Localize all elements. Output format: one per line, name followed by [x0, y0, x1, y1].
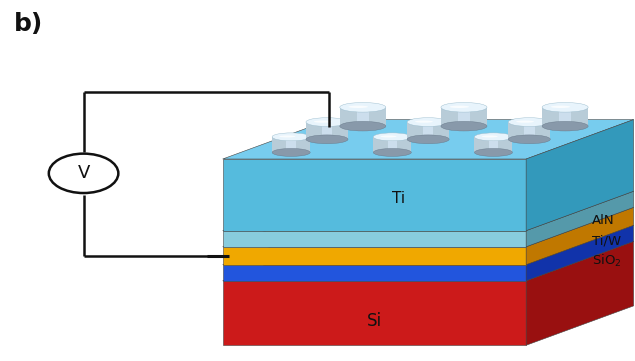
Text: SiO$_2$: SiO$_2$ [592, 253, 621, 269]
Polygon shape [223, 281, 526, 345]
Polygon shape [458, 107, 470, 126]
Ellipse shape [272, 148, 310, 156]
Text: Ti/W: Ti/W [592, 234, 620, 247]
Ellipse shape [373, 148, 411, 156]
Polygon shape [441, 107, 487, 126]
Polygon shape [223, 207, 634, 247]
Ellipse shape [340, 121, 386, 131]
Polygon shape [526, 191, 634, 247]
Polygon shape [340, 107, 386, 126]
Polygon shape [223, 159, 526, 231]
Ellipse shape [407, 118, 449, 126]
Polygon shape [526, 119, 634, 231]
Ellipse shape [306, 118, 348, 126]
Polygon shape [423, 122, 434, 139]
Ellipse shape [542, 121, 588, 131]
Polygon shape [542, 107, 588, 126]
Polygon shape [524, 122, 535, 139]
Ellipse shape [474, 133, 512, 141]
Polygon shape [223, 265, 526, 281]
Polygon shape [489, 137, 498, 152]
Text: AlN: AlN [592, 214, 614, 227]
Ellipse shape [373, 133, 411, 141]
Ellipse shape [508, 118, 551, 126]
Text: V: V [77, 164, 90, 182]
Polygon shape [387, 137, 397, 152]
Polygon shape [286, 137, 296, 152]
Ellipse shape [272, 133, 310, 141]
Ellipse shape [349, 106, 368, 108]
Text: b): b) [14, 12, 43, 36]
Text: Si: Si [367, 312, 382, 330]
Polygon shape [223, 242, 634, 281]
Ellipse shape [314, 121, 331, 123]
Polygon shape [223, 247, 526, 265]
Ellipse shape [340, 103, 386, 112]
Polygon shape [223, 119, 634, 159]
Polygon shape [373, 137, 411, 152]
Ellipse shape [407, 135, 449, 144]
Polygon shape [357, 107, 368, 126]
Text: Ti: Ti [392, 191, 405, 206]
Ellipse shape [441, 103, 487, 112]
Polygon shape [306, 122, 348, 139]
Ellipse shape [380, 135, 397, 138]
Polygon shape [526, 207, 634, 265]
Ellipse shape [441, 121, 487, 131]
Ellipse shape [415, 121, 433, 123]
Polygon shape [223, 225, 634, 265]
Ellipse shape [306, 135, 348, 144]
Polygon shape [407, 122, 449, 139]
Polygon shape [559, 107, 571, 126]
Ellipse shape [481, 135, 498, 138]
Polygon shape [526, 242, 634, 345]
Ellipse shape [542, 103, 588, 112]
Ellipse shape [508, 135, 551, 144]
Polygon shape [508, 122, 551, 139]
Polygon shape [474, 137, 512, 152]
Polygon shape [272, 137, 310, 152]
Ellipse shape [551, 106, 570, 108]
Ellipse shape [279, 135, 295, 138]
Polygon shape [223, 231, 526, 247]
Circle shape [49, 154, 118, 193]
Ellipse shape [516, 121, 534, 123]
Polygon shape [322, 122, 332, 139]
Ellipse shape [450, 106, 469, 108]
Polygon shape [223, 191, 634, 231]
Polygon shape [526, 225, 634, 281]
Ellipse shape [474, 148, 512, 156]
